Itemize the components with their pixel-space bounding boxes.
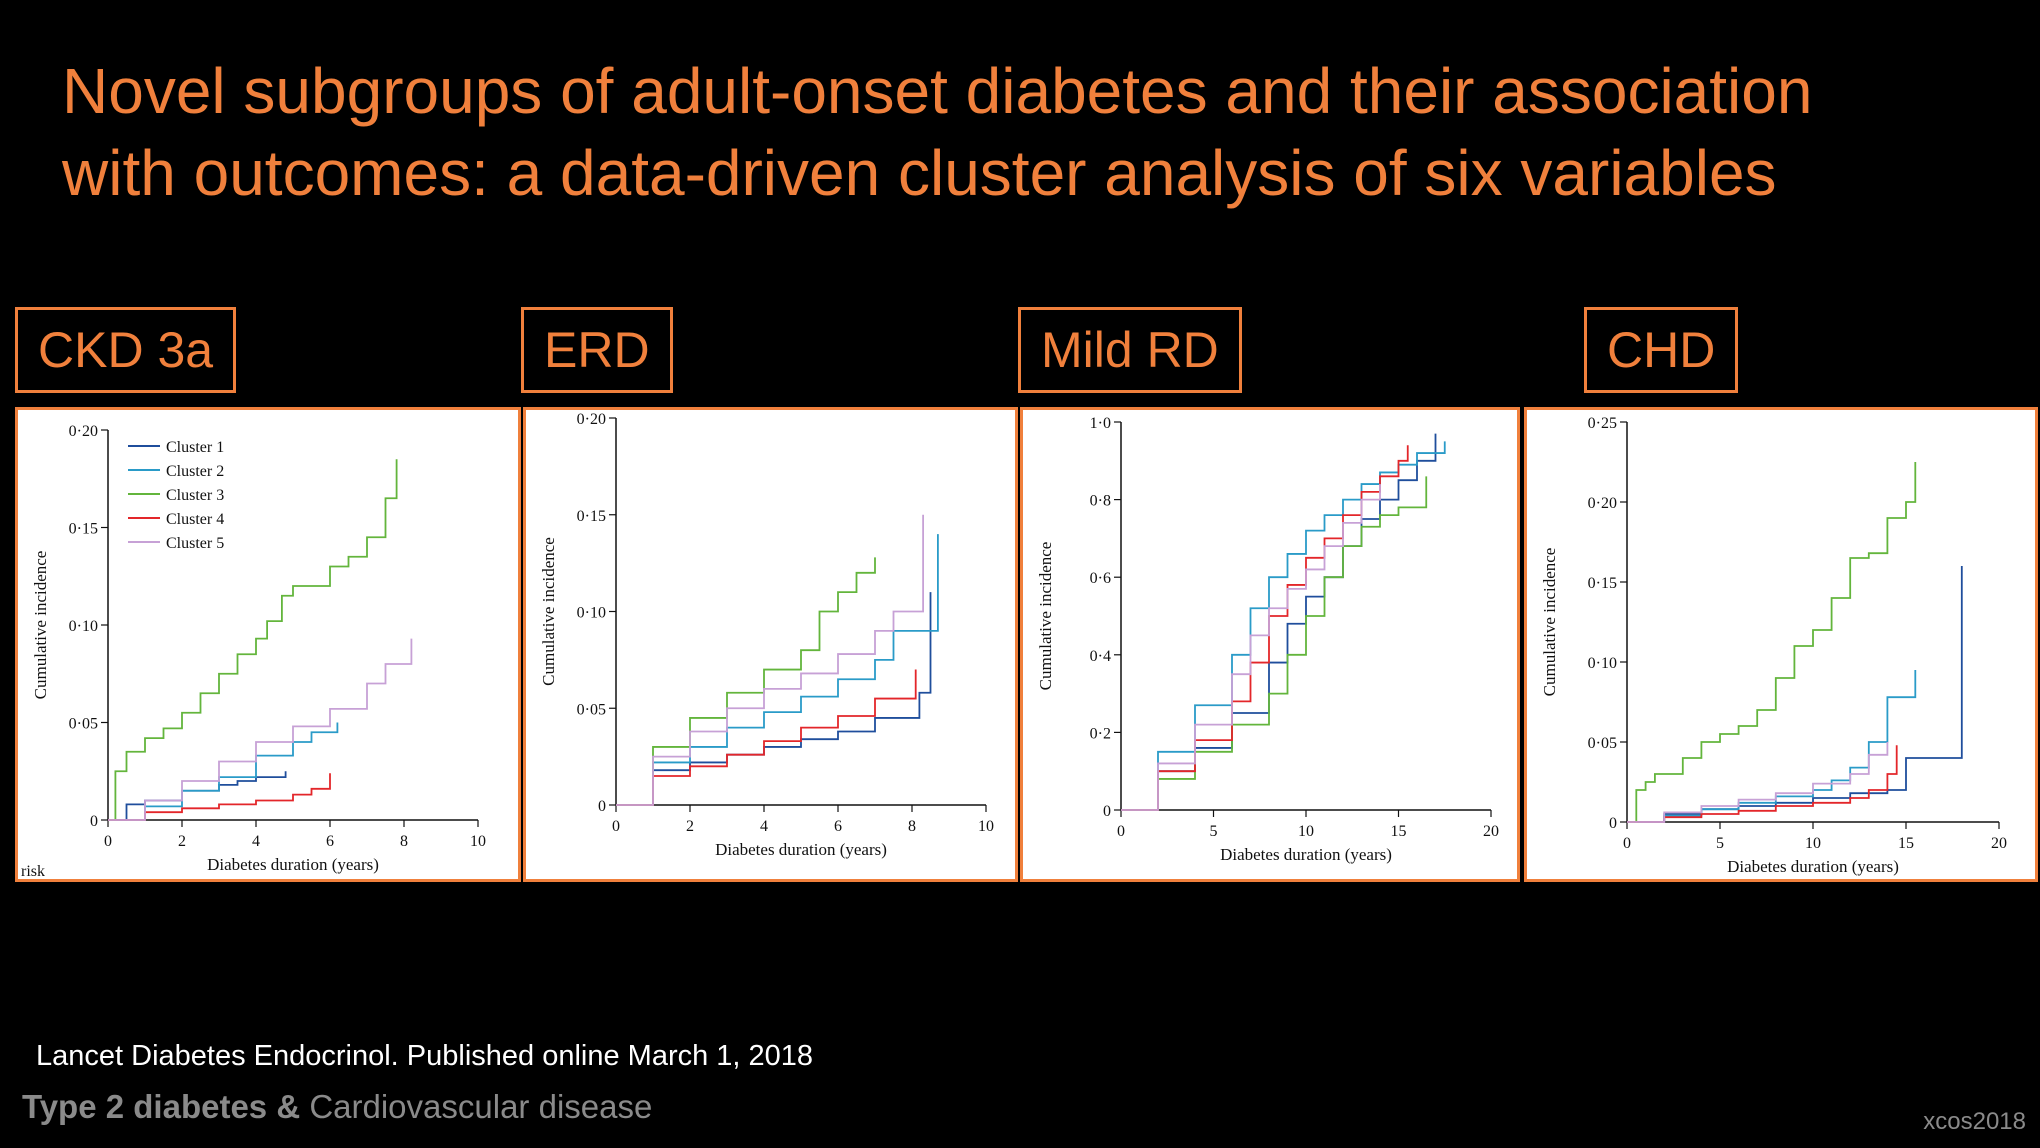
series-line-cluster-2 [1121,441,1446,811]
x-tick-label: 2 [686,818,694,835]
footer-rest: Cardiovascular disease [300,1088,653,1125]
y-tick-label: 0·6 [1090,570,1111,587]
series-line-cluster-5 [108,638,413,821]
y-tick-label: 0·05 [69,716,98,733]
series-line-cluster-1 [108,771,287,821]
panel-tag-mild-rd: Mild RD [1018,307,1242,393]
panel-tag-erd: ERD [521,307,673,393]
x-tick-label: 10 [470,833,486,850]
y-tick-label: 0·2 [1090,725,1111,742]
series-line-cluster-3 [1627,462,1917,823]
x-tick-label: 8 [908,818,916,835]
y-axis-label: Cumulative incidence [1540,548,1559,697]
series-line-cluster-2 [108,722,339,821]
x-tick-label: 15 [1391,823,1407,840]
corner-text: risk [21,863,45,879]
y-tick-label: 0·20 [577,411,606,428]
y-tick-label: 0·15 [1588,575,1617,592]
x-axis-label: Diabetes duration (years) [1220,845,1392,864]
x-tick-label: 20 [1483,823,1499,840]
y-tick-label: 0·25 [1588,415,1617,432]
chart-panel-mild-rd: 0 0·2 0·4 0·6 0·8 1·0 0 5 10 15 20 Diabetes duratio… [1020,407,1520,882]
x-axis-label: Diabetes duration (years) [715,840,887,859]
series-line-cluster-4 [616,669,917,806]
y-tick-label: 0·05 [577,701,606,718]
series-line-cluster-5 [1627,742,1889,823]
footer: Type 2 diabetes & Cardiovascular disease [22,1088,652,1126]
x-tick-label: 0 [1623,835,1631,852]
slide-title: Novel subgroups of adult-onset diabetes … [62,50,2022,214]
y-axis-label: Cumulative incidence [1036,542,1055,691]
chart-mild-rd: 0 0·2 0·4 0·6 0·8 1·0 0 5 10 15 20 Diabetes duratio… [1036,415,1499,864]
x-tick-label: 2 [178,833,186,850]
y-tick-label: 0·15 [69,521,98,538]
x-tick-label: 6 [834,818,842,835]
chart-ckd3a: 0 0·05 0·10 0·15 0·20 0 2 4 6 8 10 Diabetes duratio… [21,423,486,879]
x-tick-label: 5 [1716,835,1724,852]
x-tick-label: 10 [1298,823,1314,840]
x-tick-label: 6 [326,833,334,850]
chart-panel-chd: 0 0·05 0·10 0·15 0·20 0·25 0 5 10 15 20 Diabetes du… [1524,407,2038,882]
slide-title-line-1: Novel subgroups of adult-onset diabetes … [62,55,1813,127]
series-line-cluster-3 [616,557,876,806]
y-tick-label: 0 [598,798,606,815]
x-tick-label: 0 [104,833,112,850]
y-tick-label: 0·4 [1090,648,1111,665]
slide-title-line-2: with outcomes: a data-driven cluster ana… [62,137,1777,209]
y-tick-label: 0·10 [69,618,98,635]
y-tick-label: 0·20 [1588,495,1617,512]
legend-label: Cluster 5 [166,535,224,552]
x-axis-label: Diabetes duration (years) [1727,857,1899,876]
chart-erd: 0 0·05 0·10 0·15 0·20 0 2 4 6 8 10 Diabetes duratio… [539,411,994,859]
legend-label: Cluster 1 [166,439,224,456]
y-tick-label: 0·10 [577,605,606,622]
series-line-cluster-3 [108,459,398,821]
legend-label: Cluster 2 [166,463,224,480]
x-tick-label: 10 [1805,835,1821,852]
x-tick-label: 8 [400,833,408,850]
series-line-cluster-1 [1627,566,1963,823]
legend-label: Cluster 3 [166,487,224,504]
series-line-cluster-2 [616,534,939,806]
y-tick-label: 0 [90,813,98,830]
series-line-cluster-1 [1121,433,1437,811]
y-axis-label: Cumulative incidence [539,537,558,686]
x-tick-label: 4 [252,833,260,850]
chart-chd: 0 0·05 0·10 0·15 0·20 0·25 0 5 10 15 20 Diabetes du… [1540,415,2007,876]
series-line-cluster-3 [1121,476,1428,811]
series-line-cluster-4 [1627,745,1898,823]
y-tick-label: 0·05 [1588,735,1617,752]
legend-label: Cluster 4 [166,511,224,528]
chart-panel-erd: 0 0·05 0·10 0·15 0·20 0 2 4 6 8 10 Diabetes duratio… [523,407,1018,882]
x-axis-label: Diabetes duration (years) [207,855,379,874]
y-tick-label: 0 [1103,803,1111,820]
chart-panel-ckd3a: 0 0·05 0·10 0·15 0·20 0 2 4 6 8 10 Diabetes duratio… [15,407,521,882]
series-line-cluster-5 [1121,484,1381,811]
x-tick-label: 15 [1898,835,1914,852]
x-tick-label: 0 [612,818,620,835]
panel-tag-ckd3a: CKD 3a [15,307,237,393]
footer-bold: Type 2 diabetes & [22,1088,301,1125]
x-tick-label: 0 [1117,823,1125,840]
y-axis-label: Cumulative incidence [31,551,50,700]
y-tick-label: 0·10 [1588,655,1617,672]
y-tick-label: 0·8 [1090,493,1111,510]
y-tick-label: 0·20 [69,423,98,440]
x-tick-label: 20 [1991,835,2007,852]
series-line-cluster-4 [108,773,331,821]
x-tick-label: 4 [760,818,768,835]
panel-tag-chd: CHD [1584,307,1739,393]
y-tick-label: 1·0 [1090,415,1111,432]
y-tick-label: 0 [1609,815,1617,832]
series-line-cluster-5 [616,514,924,806]
x-tick-label: 5 [1210,823,1218,840]
citation: Lancet Diabetes Endocrinol. Published on… [36,1040,814,1072]
brand-mark: xcos2018 [1923,1108,2026,1135]
y-tick-label: 0·15 [577,508,606,525]
x-tick-label: 10 [978,818,994,835]
